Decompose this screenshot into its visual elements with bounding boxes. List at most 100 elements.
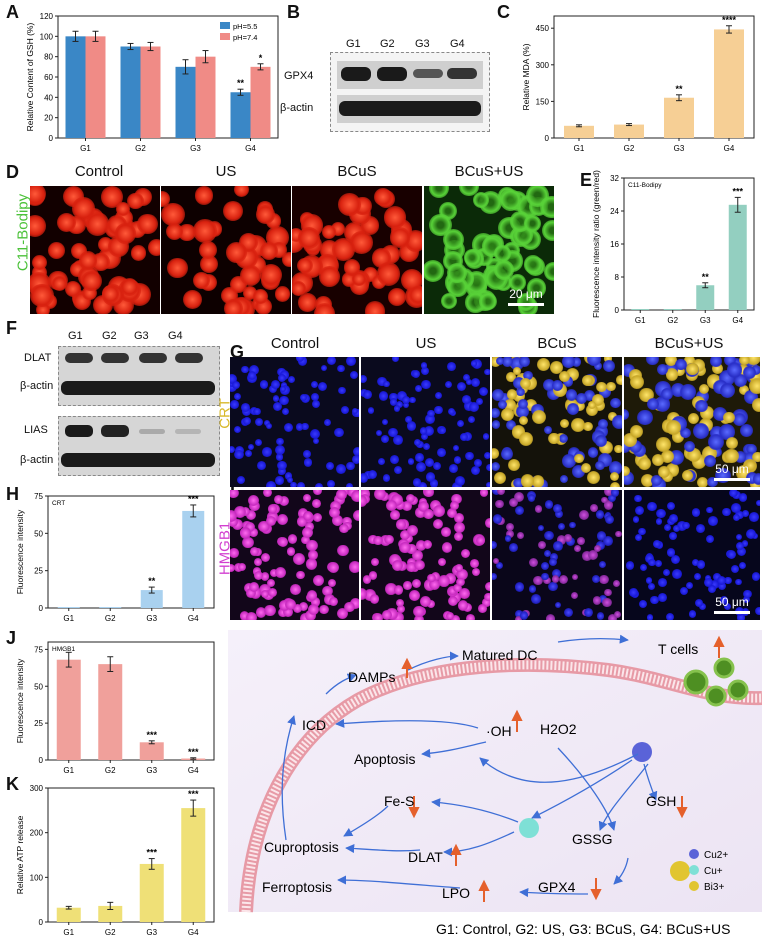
x-tick-label: G2 <box>105 928 116 937</box>
cell <box>350 231 374 254</box>
cell <box>629 588 638 597</box>
cell <box>748 377 760 394</box>
cell <box>249 547 259 557</box>
cell <box>413 605 425 618</box>
cell <box>297 481 306 487</box>
cell <box>725 437 738 450</box>
cell <box>362 575 372 584</box>
cell <box>342 516 352 527</box>
cell <box>509 542 519 552</box>
y-tick-label: 32 <box>610 174 619 183</box>
cell <box>595 509 605 519</box>
cell <box>746 443 757 454</box>
cell <box>305 558 318 570</box>
cell <box>508 273 526 291</box>
cell <box>724 576 733 585</box>
nanoparticle-cluster <box>683 657 749 707</box>
cell <box>353 509 359 521</box>
cell <box>464 401 474 411</box>
cell <box>343 259 361 276</box>
y-tick-label: 50 <box>34 682 43 691</box>
cell <box>448 587 457 596</box>
node-gsh: GSH <box>646 793 676 809</box>
cell <box>349 597 359 609</box>
cell <box>389 227 411 249</box>
legend-cu2: Cu2+ <box>704 850 728 861</box>
cell <box>583 390 595 402</box>
cell <box>265 422 272 429</box>
cell <box>755 499 760 507</box>
bar <box>175 66 196 138</box>
cell <box>445 611 455 620</box>
y-tick-label: 8 <box>615 273 620 282</box>
cell <box>305 609 316 620</box>
cell <box>281 251 291 267</box>
cell <box>708 516 718 526</box>
cell <box>724 448 740 464</box>
cell <box>543 425 553 434</box>
cell <box>582 374 593 386</box>
cell <box>555 510 564 519</box>
significance-label: ** <box>237 78 245 88</box>
cell <box>661 450 675 464</box>
cell <box>302 527 314 539</box>
cell <box>492 462 500 472</box>
cell <box>646 397 659 410</box>
cell <box>293 553 306 566</box>
cell <box>295 570 305 580</box>
bar <box>663 309 682 310</box>
cell <box>586 357 601 367</box>
cell <box>375 430 382 437</box>
cell <box>495 561 503 569</box>
band <box>101 425 129 437</box>
cell <box>239 527 252 539</box>
cell <box>577 537 585 545</box>
cell <box>562 376 574 387</box>
cell <box>736 546 746 557</box>
cell <box>127 192 144 210</box>
cell <box>465 451 474 460</box>
cell <box>519 377 531 390</box>
y-axis-label: Relative ATP release <box>15 815 25 894</box>
cell <box>432 462 441 471</box>
cell <box>275 444 285 455</box>
plot-frame <box>47 641 215 761</box>
cell <box>698 602 706 610</box>
cell <box>260 380 269 389</box>
significance-label: *** <box>732 186 743 196</box>
cell <box>346 462 355 471</box>
cell <box>324 419 332 427</box>
cell <box>393 405 401 412</box>
cell <box>437 447 447 457</box>
cell <box>560 475 569 484</box>
panel-label-b: B <box>287 2 300 22</box>
cell <box>565 388 578 401</box>
cell <box>361 473 369 483</box>
cell <box>271 379 281 389</box>
cell <box>668 531 677 540</box>
cell <box>382 610 392 620</box>
cell <box>427 409 435 418</box>
cell <box>308 604 320 616</box>
cell <box>601 496 608 504</box>
cell <box>373 490 386 501</box>
cell <box>382 474 390 482</box>
cell <box>574 400 585 411</box>
cell <box>226 241 248 263</box>
cell <box>299 601 309 611</box>
cell <box>658 578 667 587</box>
bar <box>631 309 650 310</box>
panel-label-e: E <box>580 170 593 190</box>
cell <box>261 553 271 563</box>
cell <box>635 533 643 541</box>
micro-g-us <box>361 357 490 487</box>
cell <box>719 595 728 604</box>
cell <box>222 200 244 222</box>
cell <box>413 438 421 447</box>
cell <box>541 572 550 581</box>
cell <box>507 458 521 472</box>
chart-k-atp: 0 100 200 300 Relative ATP release G1 G2 G3 G4 **… <box>15 784 215 937</box>
cell <box>752 451 760 463</box>
cell <box>378 458 386 466</box>
cell <box>524 214 542 233</box>
